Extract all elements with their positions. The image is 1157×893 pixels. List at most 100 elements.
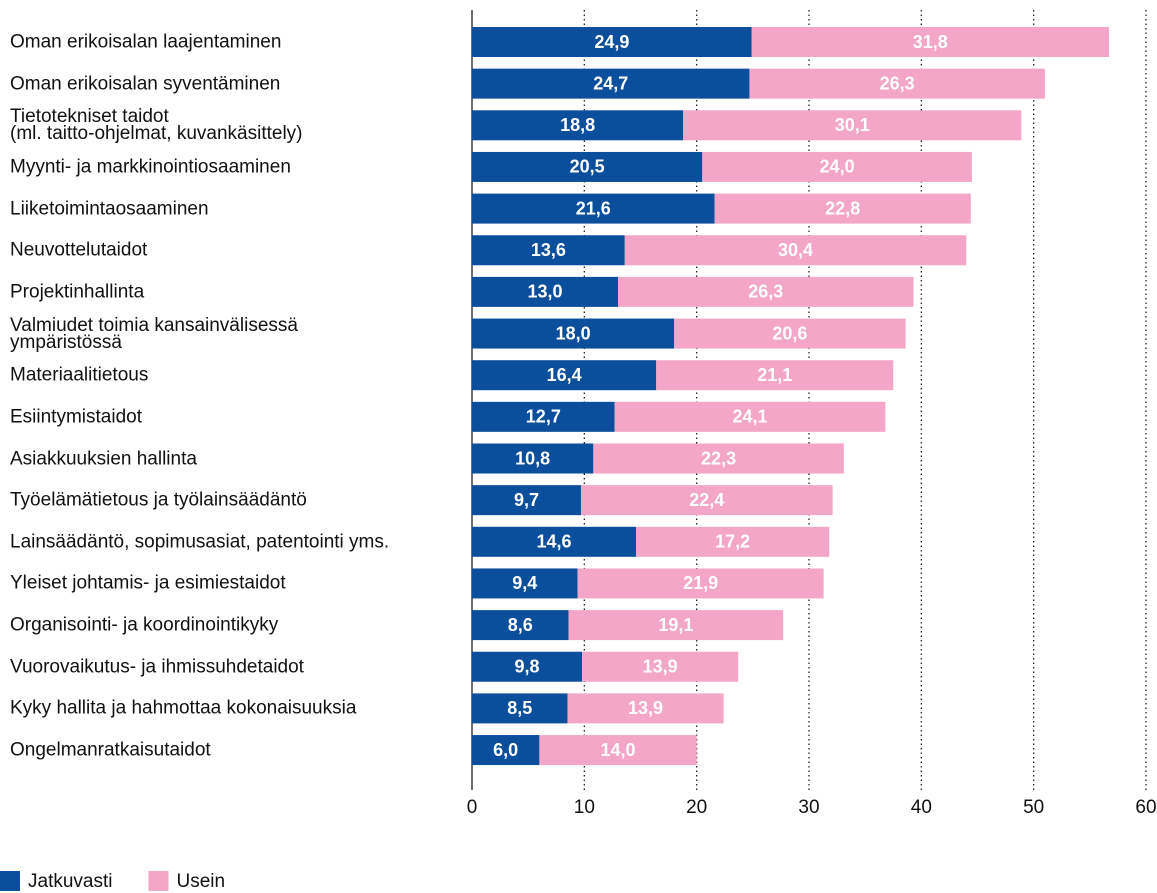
value-label: 14,0 bbox=[601, 740, 636, 760]
bar-segment bbox=[472, 443, 594, 474]
bar-segment bbox=[749, 68, 1045, 99]
bar-segment bbox=[636, 526, 830, 557]
category-label: Kyky hallita ja hahmottaa kokonaisuuksia bbox=[10, 697, 357, 719]
bar-segment bbox=[567, 693, 724, 724]
category-label: Materiaalitietous bbox=[10, 364, 149, 386]
category-label: Oman erikoisalan syventäminen bbox=[10, 73, 281, 95]
bar-segment bbox=[714, 193, 971, 224]
x-tick-label: 20 bbox=[686, 797, 707, 818]
value-label: 21,1 bbox=[757, 365, 792, 385]
legend-label: Usein bbox=[176, 871, 225, 892]
bar-segment bbox=[472, 360, 657, 391]
x-tick-label: 40 bbox=[911, 797, 932, 818]
bar-segment bbox=[472, 193, 715, 224]
x-tick-label: 10 bbox=[574, 797, 595, 818]
bar-segment bbox=[702, 151, 972, 182]
bar-segment bbox=[472, 610, 569, 641]
value-label: 24,1 bbox=[733, 407, 768, 427]
value-label: 13,6 bbox=[531, 240, 566, 260]
legend-label: Jatkuvasti bbox=[28, 871, 112, 892]
category-label: Oman erikoisalan laajentaminen bbox=[10, 31, 282, 53]
category-label: Neuvottelutaidot bbox=[10, 239, 148, 261]
value-label: 21,6 bbox=[576, 198, 611, 218]
category-label: Työelämätietous ja työlainsäädäntö bbox=[10, 489, 307, 511]
bar-segment bbox=[577, 568, 824, 599]
x-tick-label: 30 bbox=[798, 797, 819, 818]
bar-segment bbox=[582, 651, 739, 682]
value-label: 22,3 bbox=[701, 448, 736, 468]
bar-segment bbox=[539, 735, 697, 766]
category-label: Myynti- ja markkinointiosaaminen bbox=[10, 156, 291, 178]
value-label: 26,3 bbox=[748, 282, 783, 302]
bar-segment bbox=[472, 151, 703, 182]
bar-segment bbox=[624, 235, 967, 266]
value-label: 6,0 bbox=[493, 740, 518, 760]
value-label: 17,2 bbox=[715, 532, 750, 552]
bar-segment bbox=[614, 401, 886, 432]
value-label: 24,7 bbox=[593, 73, 628, 93]
value-label: 8,5 bbox=[507, 698, 532, 718]
value-label: 14,6 bbox=[536, 532, 571, 552]
bar-segment bbox=[683, 110, 1022, 141]
category-label: Valmiudet toimia kansainvälisessä ympäri… bbox=[10, 314, 298, 353]
value-label: 12,7 bbox=[526, 407, 561, 427]
bar-segment bbox=[593, 443, 844, 474]
value-label: 22,8 bbox=[825, 198, 860, 218]
bar-segment bbox=[472, 401, 615, 432]
bar-segment bbox=[618, 276, 914, 307]
value-label: 20,5 bbox=[570, 157, 605, 177]
bar-segment bbox=[472, 68, 750, 99]
value-label: 22,4 bbox=[689, 490, 724, 510]
value-label: 24,9 bbox=[594, 32, 629, 52]
bar-segment bbox=[472, 235, 625, 266]
legend-swatch bbox=[148, 871, 169, 891]
bar-segment bbox=[472, 485, 581, 516]
value-label: 16,4 bbox=[547, 365, 582, 385]
bar-segment bbox=[472, 568, 578, 599]
bar-segment bbox=[472, 318, 675, 349]
value-label: 20,6 bbox=[772, 323, 807, 343]
category-label: Yleiset johtamis- ja esimiestaidot bbox=[10, 572, 286, 594]
value-label: 13,9 bbox=[643, 657, 678, 677]
value-label: 9,8 bbox=[515, 657, 540, 677]
value-label: 8,6 bbox=[508, 615, 533, 635]
x-tick-label: 60 bbox=[1135, 797, 1156, 818]
category-label: Ongelmanratkaisutaidot bbox=[10, 739, 211, 761]
value-label: 18,8 bbox=[560, 115, 595, 135]
bar-segment bbox=[472, 27, 752, 57]
bar-segment bbox=[472, 651, 583, 682]
value-label: 24,0 bbox=[820, 157, 855, 177]
value-label: 31,8 bbox=[913, 32, 948, 52]
bar-segment bbox=[472, 110, 684, 141]
value-label: 10,8 bbox=[515, 448, 550, 468]
value-label: 13,9 bbox=[628, 698, 663, 718]
bar-segment bbox=[472, 693, 568, 724]
value-label: 26,3 bbox=[880, 73, 915, 93]
x-tick-label: 0 bbox=[467, 797, 478, 818]
value-label: 30,1 bbox=[835, 115, 870, 135]
category-label: Asiakkuuksien hallinta bbox=[10, 448, 197, 469]
legend-swatch bbox=[0, 871, 20, 891]
value-label: 30,4 bbox=[778, 240, 813, 260]
bar-segment bbox=[580, 485, 833, 516]
value-label: 9,4 bbox=[512, 573, 537, 593]
value-label: 18,0 bbox=[556, 323, 591, 343]
category-label: Lainsäädäntö, sopimusasiat, patentointi … bbox=[10, 531, 390, 553]
bar-segment bbox=[656, 360, 894, 391]
bar-segment bbox=[472, 735, 540, 766]
category-label: Vuorovaikutus- ja ihmissuhdetaidot bbox=[10, 656, 304, 678]
bar-segment bbox=[674, 318, 906, 349]
bar-segment bbox=[751, 27, 1109, 57]
value-label: 21,9 bbox=[683, 573, 718, 593]
category-label: Organisointi- ja koordinointikyky bbox=[10, 614, 279, 636]
value-label: 9,7 bbox=[514, 490, 539, 510]
category-label: Liiketoimintaosaaminen bbox=[10, 198, 209, 220]
category-label: Projektinhallinta bbox=[10, 281, 145, 303]
category-label: Esiintymistaidot bbox=[10, 406, 142, 428]
category-label: Tietotekniset taidot (ml. taitto-ohjelma… bbox=[10, 106, 303, 145]
bar-segment bbox=[472, 526, 637, 557]
value-label: 13,0 bbox=[527, 282, 562, 302]
bar-segment bbox=[568, 610, 784, 641]
